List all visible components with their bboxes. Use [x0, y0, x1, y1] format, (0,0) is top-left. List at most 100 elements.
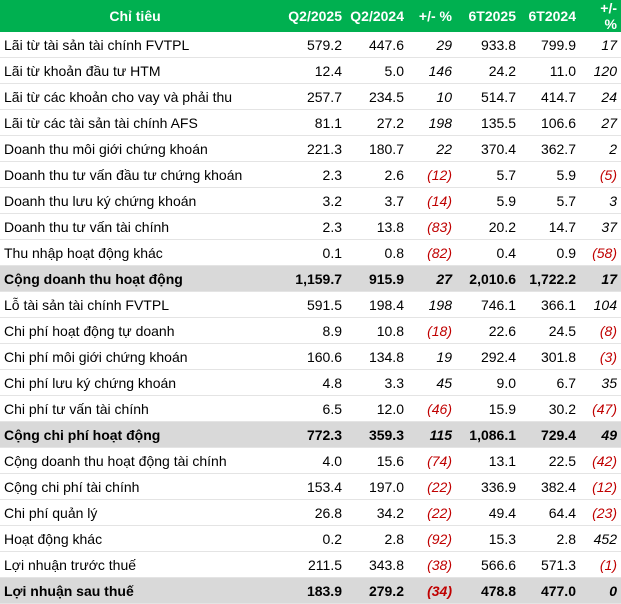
cell: 0: [580, 577, 621, 604]
cell: 3.2: [270, 187, 346, 214]
cell: 37: [580, 213, 621, 240]
cell: (5): [580, 161, 621, 188]
table-row: Chi phí tư vấn tài chính 6.5 12.0 (46) 15.9 3…: [0, 395, 621, 422]
cell: 591.5: [270, 291, 346, 318]
cell: (23): [580, 499, 621, 526]
cell: (74): [408, 447, 456, 474]
cell: 115: [408, 421, 456, 448]
cell: 292.4: [456, 343, 520, 370]
cell: 15.6: [346, 447, 408, 474]
cell: 4.8: [270, 369, 346, 396]
cell: (82): [408, 239, 456, 266]
table-row: Doanh thu môi giới chứng khoán 221.3 180.7…: [0, 135, 621, 162]
cell: 933.8: [456, 32, 520, 58]
cell: 183.9: [270, 577, 346, 604]
cell: 24.5: [520, 317, 580, 344]
cell: 2.3: [270, 213, 346, 240]
table-row: Lãi từ khoản đầu tư HTM 12.4 5.0 146 24.2 11.…: [0, 57, 621, 84]
cell: 13.8: [346, 213, 408, 240]
cell: 343.8: [346, 551, 408, 578]
cell: 24: [580, 83, 621, 110]
table-row: Lợi nhuận trước thuế 211.5 343.8 (38) 566.6 5…: [0, 551, 621, 578]
cell: 104: [580, 291, 621, 318]
cell: 6.7: [520, 369, 580, 396]
cell: 27: [580, 109, 621, 136]
row-label: Chi phí hoạt động tự doanh: [0, 317, 270, 344]
cell: (46): [408, 395, 456, 422]
cell: 0.8: [346, 239, 408, 266]
cell: 3.7: [346, 187, 408, 214]
cell: 153.4: [270, 473, 346, 500]
cell: 362.7: [520, 135, 580, 162]
row-label: Thu nhập hoạt động khác: [0, 239, 270, 266]
cell: 146: [408, 57, 456, 84]
cell: 5.9: [456, 187, 520, 214]
cell: 120: [580, 57, 621, 84]
cell: (47): [580, 395, 621, 422]
cell: 9.0: [456, 369, 520, 396]
cell: 11.0: [520, 57, 580, 84]
cell: 514.7: [456, 83, 520, 110]
cell: 382.4: [520, 473, 580, 500]
cell: 579.2: [270, 32, 346, 58]
table-row: Chi phí lưu ký chứng khoán 4.8 3.3 45 9.0 6.7…: [0, 369, 621, 396]
cell: (8): [580, 317, 621, 344]
cell: 257.7: [270, 83, 346, 110]
row-label: Cộng chi phí hoạt động: [0, 421, 270, 448]
header-cell: 6T2024: [520, 0, 580, 32]
table-row: Chi phí hoạt động tự doanh 8.9 10.8 (18) 22.…: [0, 317, 621, 344]
cell: 370.4: [456, 135, 520, 162]
cell: 1,086.1: [456, 421, 520, 448]
cell: 1,159.7: [270, 265, 346, 292]
cell: 197.0: [346, 473, 408, 500]
cell: 19: [408, 343, 456, 370]
cell: 3: [580, 187, 621, 214]
cell: 81.1: [270, 109, 346, 136]
row-label: Lỗ tài sản tài chính FVTPL: [0, 291, 270, 318]
cell: 10.8: [346, 317, 408, 344]
table-row: Lãi từ các khoản cho vay và phải thu 257.…: [0, 83, 621, 110]
cell: 29: [408, 32, 456, 58]
table-row: Chi phí quản lý 26.8 34.2 (22) 49.4 64.4 (23): [0, 499, 621, 526]
cell: 571.3: [520, 551, 580, 578]
table-row: Chi phí môi giới chứng khoán 160.6 134.8 19…: [0, 343, 621, 370]
cell: 5.0: [346, 57, 408, 84]
header-cell: +/- %: [580, 0, 621, 32]
row-label: Chi phí lưu ký chứng khoán: [0, 369, 270, 396]
cell: 478.8: [456, 577, 520, 604]
cell: 34.2: [346, 499, 408, 526]
table-row: Doanh thu lưu ký chứng khoán 3.2 3.7 (14) 5.…: [0, 187, 621, 214]
cell: 5.9: [520, 161, 580, 188]
row-label: Doanh thu môi giới chứng khoán: [0, 135, 270, 162]
cell: 17: [580, 265, 621, 292]
cell: 566.6: [456, 551, 520, 578]
cell: (1): [580, 551, 621, 578]
cell: 799.9: [520, 32, 580, 58]
cell: 366.1: [520, 291, 580, 318]
row-label: Lợi nhuận sau thuế: [0, 577, 270, 604]
cell: 14.7: [520, 213, 580, 240]
row-label: Doanh thu tư vấn đầu tư chứng khoán: [0, 161, 270, 188]
row-label: Chi phí môi giới chứng khoán: [0, 343, 270, 370]
header-cell: 6T2025: [456, 0, 520, 32]
table-body: Lãi từ tài sản tài chính FVTPL 579.2 447.6…: [0, 32, 621, 604]
row-label: Doanh thu lưu ký chứng khoán: [0, 187, 270, 214]
cell: 234.5: [346, 83, 408, 110]
cell: 198.4: [346, 291, 408, 318]
table-row: Lợi nhuận sau thuế 183.9 279.2 (34) 478.8 477…: [0, 577, 621, 604]
cell: 198: [408, 109, 456, 136]
cell: 301.8: [520, 343, 580, 370]
cell: 180.7: [346, 135, 408, 162]
cell: 0.9: [520, 239, 580, 266]
cell: (22): [408, 473, 456, 500]
cell: (38): [408, 551, 456, 578]
table-row: Lãi từ các tài sản tài chính AFS 81.1 27.2…: [0, 109, 621, 136]
table-row: Cộng chi phí hoạt động 772.3 359.3 115 1,086…: [0, 421, 621, 448]
cell: 45: [408, 369, 456, 396]
cell: 30.2: [520, 395, 580, 422]
cell: 35: [580, 369, 621, 396]
table-row: Thu nhập hoạt động khác 0.1 0.8 (82) 0.4 0.9(…: [0, 239, 621, 266]
row-label: Lãi từ các tài sản tài chính AFS: [0, 109, 270, 136]
cell: 22: [408, 135, 456, 162]
table-row: Lỗ tài sản tài chính FVTPL 591.5 198.4 198 7…: [0, 291, 621, 318]
